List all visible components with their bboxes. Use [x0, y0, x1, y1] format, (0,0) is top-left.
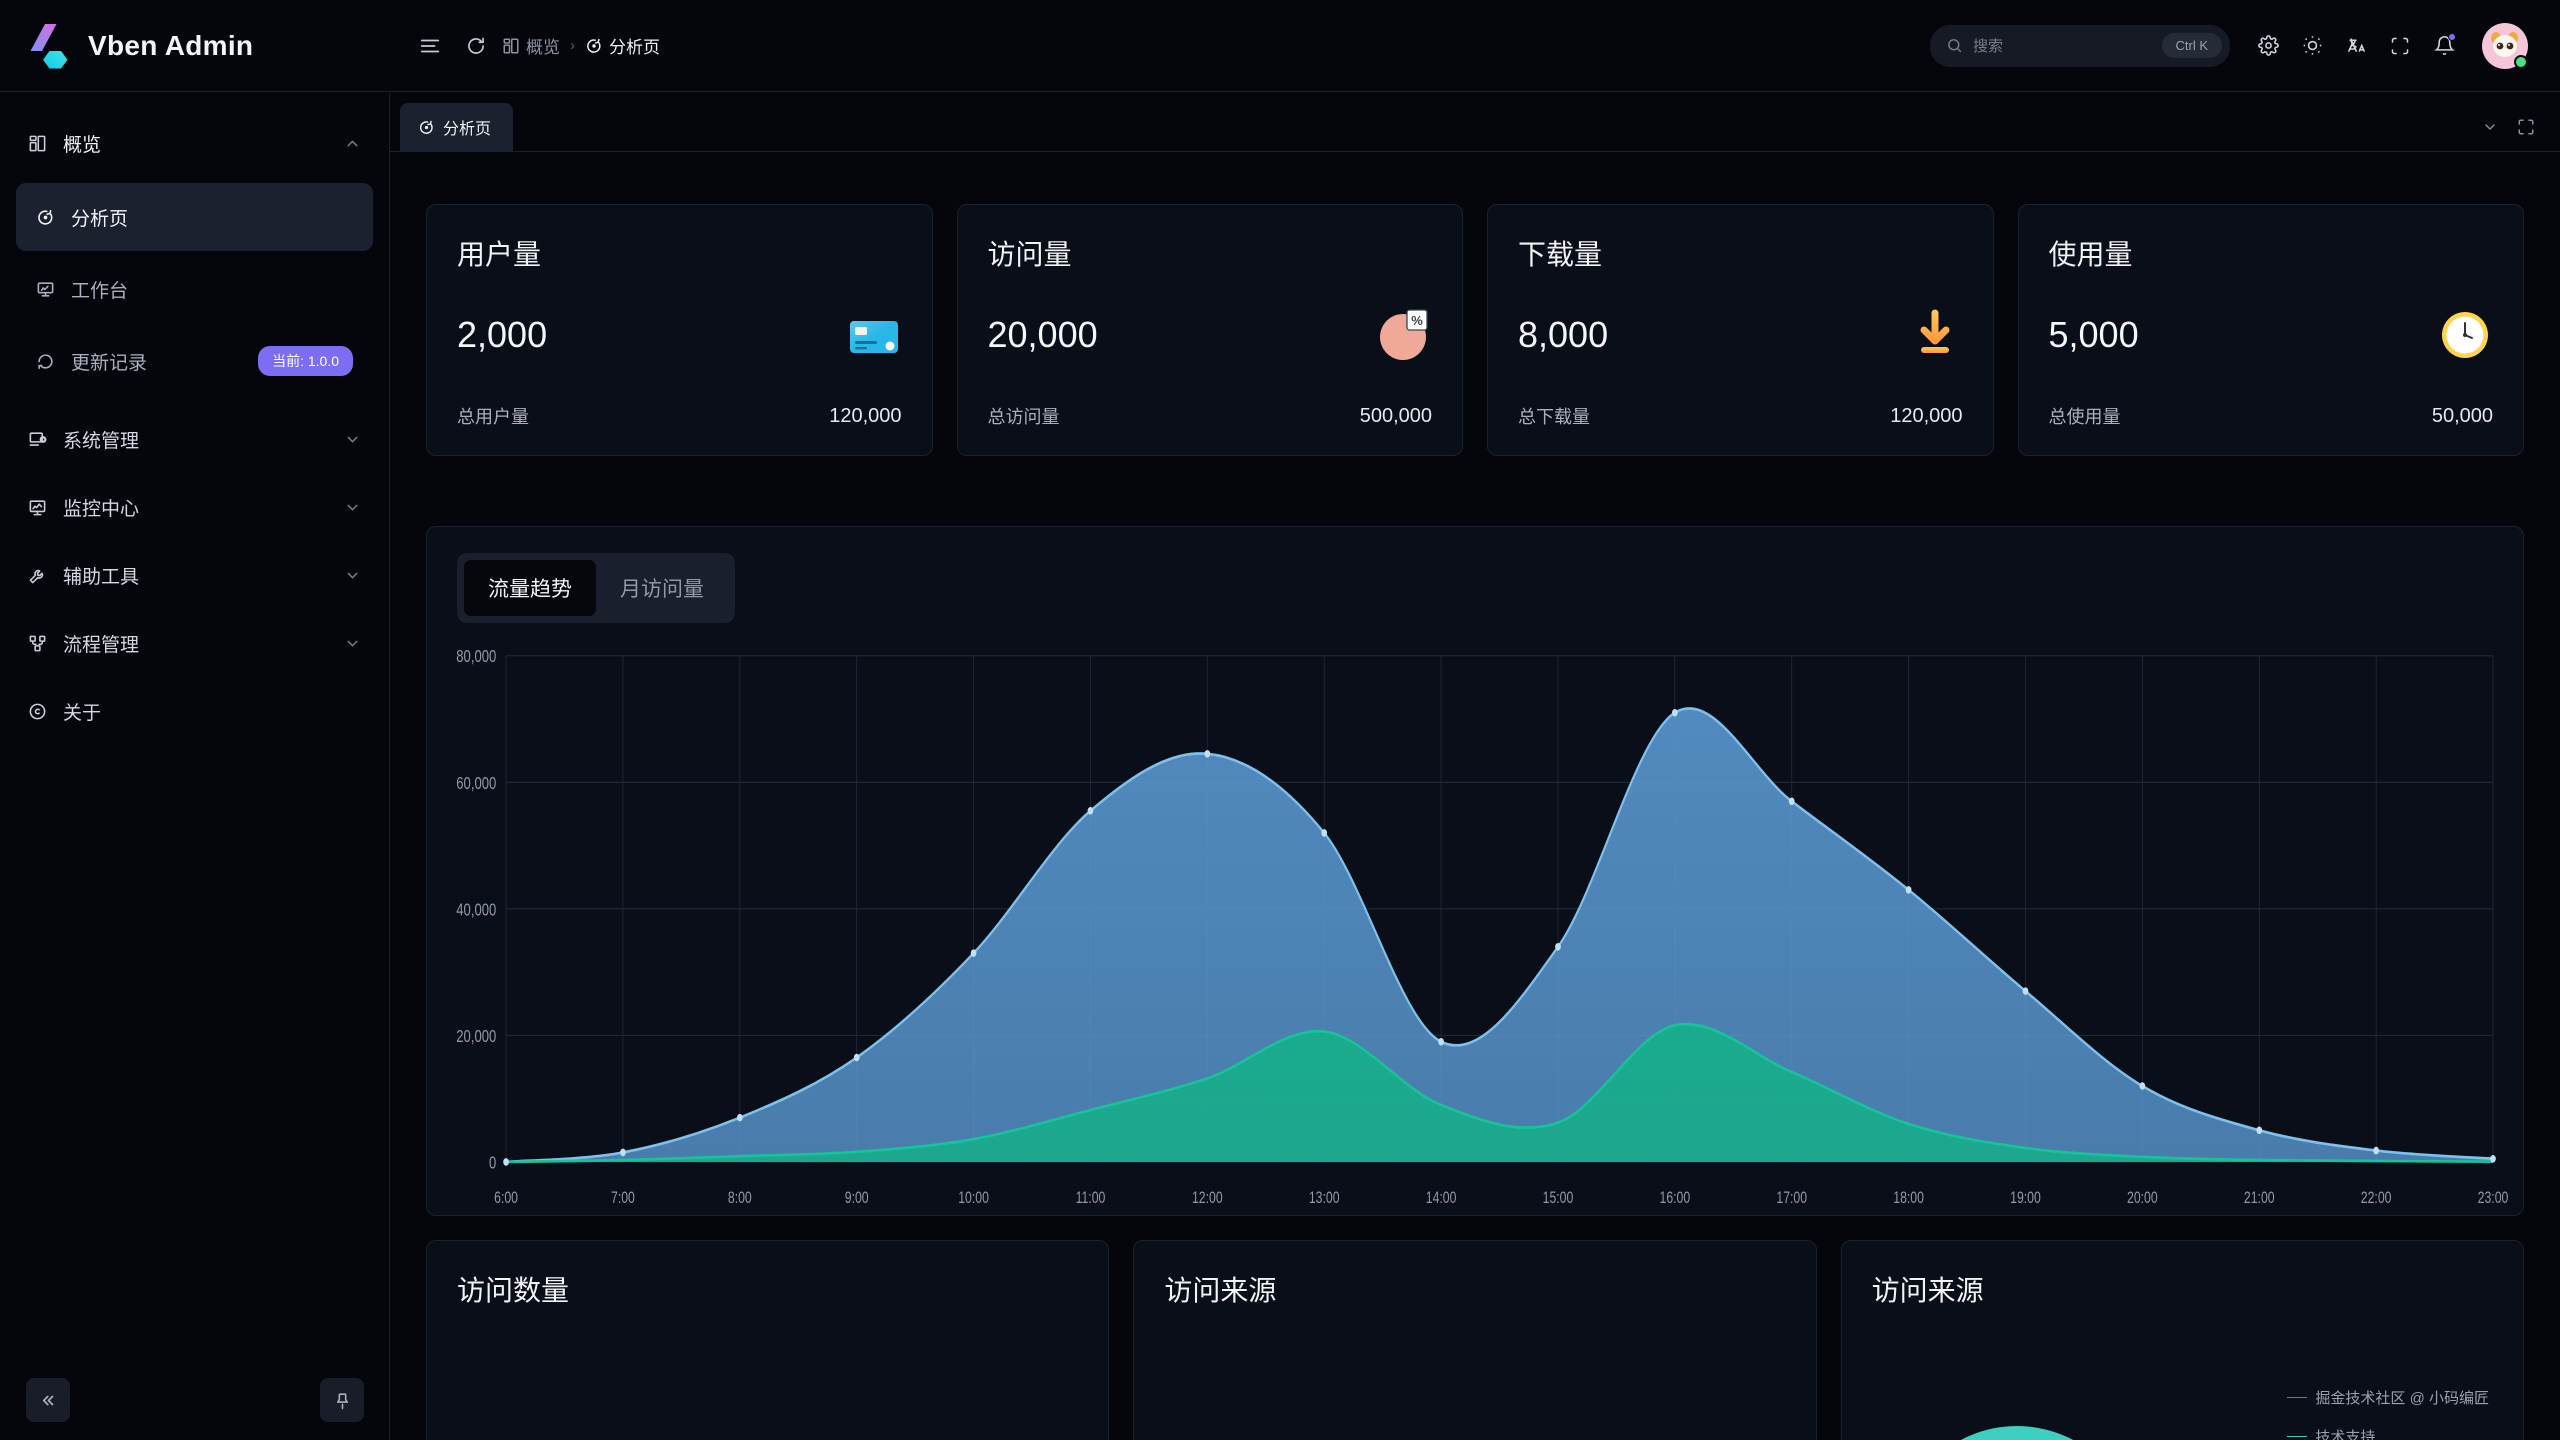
svg-text:9:00: 9:00 [845, 1189, 869, 1207]
svg-text:10:00: 10:00 [958, 1189, 989, 1207]
svg-text:8:00: 8:00 [728, 1189, 752, 1207]
svg-text:20,000: 20,000 [456, 1027, 496, 1046]
svg-text:12:00: 12:00 [1192, 1189, 1223, 1207]
svg-text:6:00: 6:00 [494, 1189, 518, 1207]
svg-text:17:00: 17:00 [1776, 1189, 1807, 1207]
svg-text:22:00: 22:00 [2361, 1189, 2392, 1207]
svg-text:80,000: 80,000 [456, 648, 496, 667]
svg-text:19:00: 19:00 [2010, 1189, 2041, 1207]
svg-text:15:00: 15:00 [1543, 1189, 1574, 1207]
svg-text:13:00: 13:00 [1309, 1189, 1340, 1207]
svg-text:40,000: 40,000 [456, 901, 496, 920]
svg-text:23:00: 23:00 [2478, 1189, 2509, 1207]
svg-text:20:00: 20:00 [2127, 1189, 2158, 1207]
svg-text:11:00: 11:00 [1076, 1189, 1106, 1207]
svg-text:%: % [1411, 313, 1423, 328]
svg-text:0: 0 [489, 1154, 496, 1173]
svg-text:16:00: 16:00 [1660, 1189, 1691, 1207]
svg-text:14:00: 14:00 [1426, 1189, 1457, 1207]
svg-text:60,000: 60,000 [456, 774, 496, 793]
svg-text:7:00: 7:00 [611, 1189, 635, 1207]
svg-text:18:00: 18:00 [1893, 1189, 1924, 1207]
svg-text:21:00: 21:00 [2244, 1189, 2275, 1207]
